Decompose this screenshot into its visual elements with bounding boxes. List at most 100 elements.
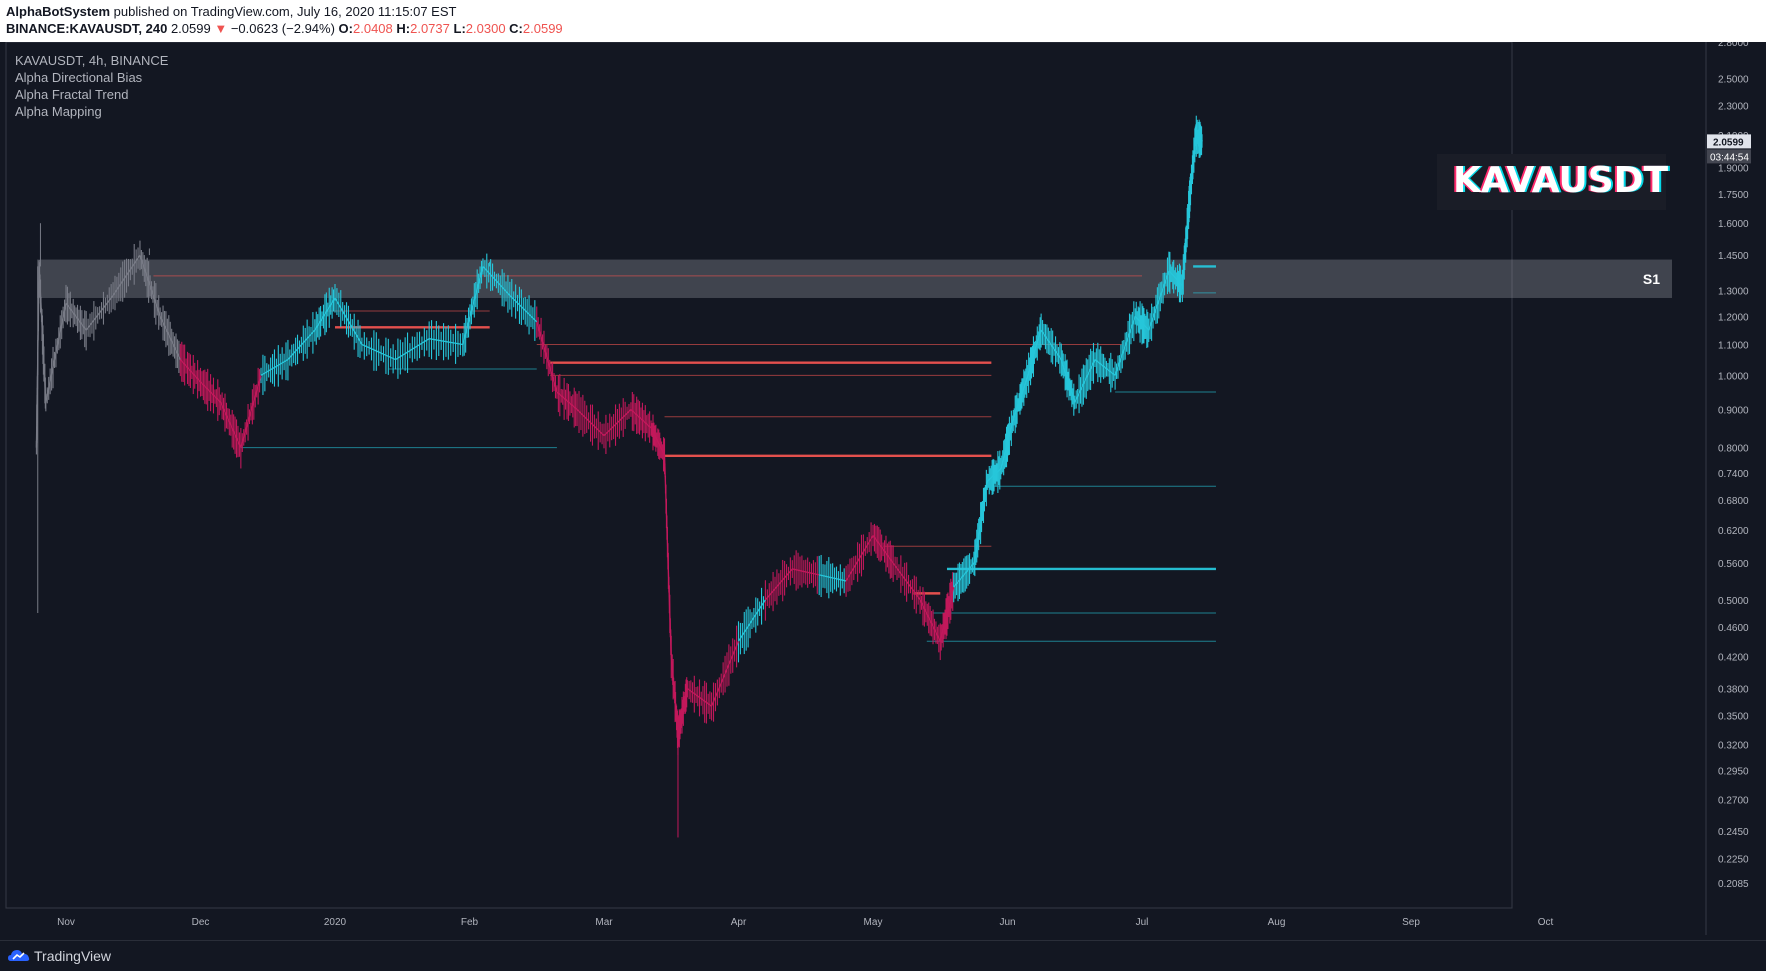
price-segment-57 [1188,135,1197,204]
price-segment-6 [139,254,161,317]
price-segment-45 [1000,416,1015,469]
low-value: 2.0300 [465,21,506,36]
price-segment-4 [85,295,114,331]
price-segment-19 [462,266,484,345]
last-price-tag-text: 2.0599 [1713,137,1744,148]
y-tick-label: 0.3500 [1718,711,1749,722]
price-segment-29 [670,656,679,735]
countdown-tag-text: 03:44:54 [1710,152,1749,163]
price-segment-24 [576,409,605,437]
y-tick-label: 0.2250 [1718,854,1749,865]
x-tick-label: Dec [192,917,210,928]
zone-label-s1: S1 [1643,271,1660,287]
price-segment-8 [179,359,201,383]
price-segment-2 [45,302,67,403]
price-segment-56 [1181,203,1190,286]
y-tick-label: 0.2450 [1718,827,1749,838]
y-tick-label: 0.4200 [1718,652,1749,663]
legend-indicator-directional-bias[interactable]: Alpha Directional Bias [15,70,143,85]
price-segment-55 [1168,270,1183,286]
price-segment-48 [1040,329,1062,360]
y-tick-label: 2.5000 [1718,75,1749,86]
price-segment-42 [953,562,975,588]
y-tick-label: 1.9000 [1718,164,1749,175]
chart-legend: KAVAUSDT, 4h, BINANCE Alpha Directional … [15,52,168,120]
y-tick-label: 0.3800 [1718,685,1749,696]
price-segment-41 [939,586,955,642]
publication-line: AlphaBotSystem published on TradingView.… [6,4,456,19]
y-tick-label: 0.2085 [1718,879,1749,890]
price-segment-16 [361,343,396,361]
tradingview-cloud-icon[interactable] [8,948,30,964]
price-segment-50 [1074,359,1096,403]
symbol-interval: BINANCE:KAVAUSDT, 240 [6,21,168,36]
zone-s1 [37,259,1672,298]
price-segment-34 [764,568,793,601]
legend-indicator-fractal-trend[interactable]: Alpha Fractal Trend [15,87,129,102]
y-tick-label: 0.2950 [1718,767,1749,778]
legend-title[interactable]: KAVAUSDT, 4h, BINANCE [15,53,169,68]
price-segment-31 [687,688,712,707]
y-tick-label: 1.7500 [1718,190,1749,201]
price-segment-25 [603,409,632,437]
price-segment-15 [334,297,363,345]
legend-indicator-mapping[interactable]: Alpha Mapping [15,104,102,119]
open-value: 2.0408 [353,21,393,36]
footer-bar: TradingView [0,940,1766,971]
price-segment-33 [737,599,766,642]
y-tick-label: 0.6800 [1718,496,1749,507]
x-tick-label: Feb [461,917,479,928]
y-tick-label: 0.6200 [1718,526,1749,537]
price-segment-21 [509,294,538,323]
price-segment-39 [892,562,921,601]
price-segment-23 [556,391,578,410]
price-segment-40 [919,599,941,642]
high-value: 2.0737 [410,21,450,36]
x-tick-label: Sep [1402,917,1420,928]
last-price-tag [1707,134,1751,149]
price-segment-49 [1060,359,1076,403]
price-segment-32 [710,640,740,707]
y-tick-label: 1.3000 [1718,286,1749,297]
price-segment-28 [663,455,672,657]
y-tick-label: 0.9000 [1718,405,1749,416]
y-tick-label: 1.4500 [1718,251,1749,262]
price-segment-17 [395,338,430,361]
tradingview-brand[interactable]: TradingView [34,948,112,964]
price-segment-30 [677,688,689,735]
y-tick-label: 1.6000 [1718,219,1749,230]
price-segment-5 [112,254,141,296]
x-tick-label: Oct [1538,917,1554,928]
price-segment-9 [200,381,222,403]
price-segment-11 [240,375,262,448]
y-tick-label: 1.0000 [1718,371,1749,382]
high-label: H: [396,21,411,36]
price-segment-47 [1027,329,1042,376]
x-tick-label: May [864,917,883,928]
price-change: −0.0623 (−2.94%) [230,21,335,36]
publisher-name[interactable]: AlphaBotSystem [6,4,111,19]
price-segment-27 [650,427,666,457]
last-price: 2.0599 [170,21,211,36]
price-segment-7 [159,316,181,360]
published-info: published on TradingView.com, July 16, 2… [113,4,457,19]
y-tick-label: 0.5000 [1718,596,1749,607]
y-tick-label: 1.2000 [1718,312,1749,323]
y-tick-label: 0.4600 [1718,623,1749,634]
price-segment-18 [429,338,463,346]
close-value: 2.0599 [522,21,563,36]
price-segment-38 [872,535,894,564]
price-chart[interactable]: 2.80002.50002.30002.10001.90001.75001.60… [0,42,1766,940]
publication-header: AlphaBotSystem published on TradingView.… [0,0,1766,42]
plot-frame [5,42,1513,909]
price-segment-46 [1013,375,1029,417]
y-tick-label: 2.8000 [1718,42,1749,49]
y-tick-label: 2.3000 [1718,102,1749,113]
price-segment-26 [630,409,652,429]
symbol-badge: KAVAUSDT [1437,154,1668,210]
x-tick-label: Mar [595,917,613,928]
price-segment-22 [536,321,558,393]
close-label: C: [509,21,523,36]
price-segment-44 [986,468,1002,483]
price-segment-10 [220,402,242,448]
